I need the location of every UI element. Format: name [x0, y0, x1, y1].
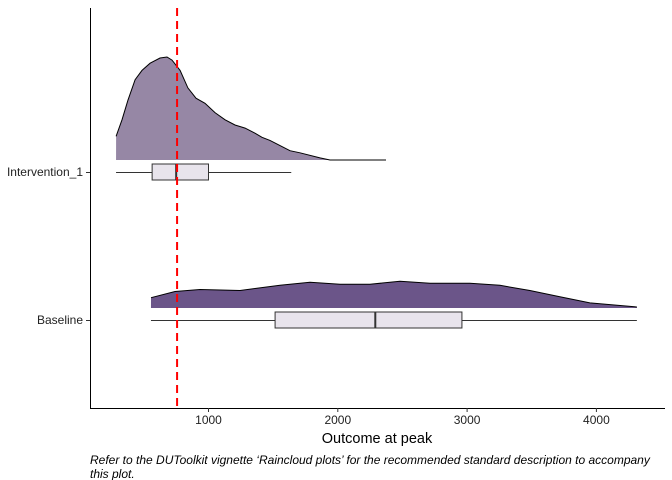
density-outline [115, 56, 386, 161]
raincloud-chart: 1000 2000 3000 4000 Intervention_1Baseline … [7, 8, 665, 447]
x-axis-title: Outcome at peak [322, 431, 433, 447]
x-tick-label: 1000 [195, 413, 222, 427]
x-tick-label: 2000 [324, 413, 351, 427]
box [274, 311, 463, 329]
y-tick-label: Intervention_1 [7, 165, 83, 179]
caption: Refer to the DUToolkit vignette ‘Rainclo… [90, 453, 650, 480]
y-tick-label: Baseline [37, 313, 83, 327]
group-intervention_1 [115, 56, 386, 181]
group-baseline [150, 280, 637, 329]
x-tick-label: 4000 [583, 413, 610, 427]
x-tick-label: 3000 [454, 413, 481, 427]
density-outline [150, 280, 637, 308]
density-area [150, 281, 637, 308]
box [151, 163, 209, 181]
density-area [116, 57, 386, 160]
